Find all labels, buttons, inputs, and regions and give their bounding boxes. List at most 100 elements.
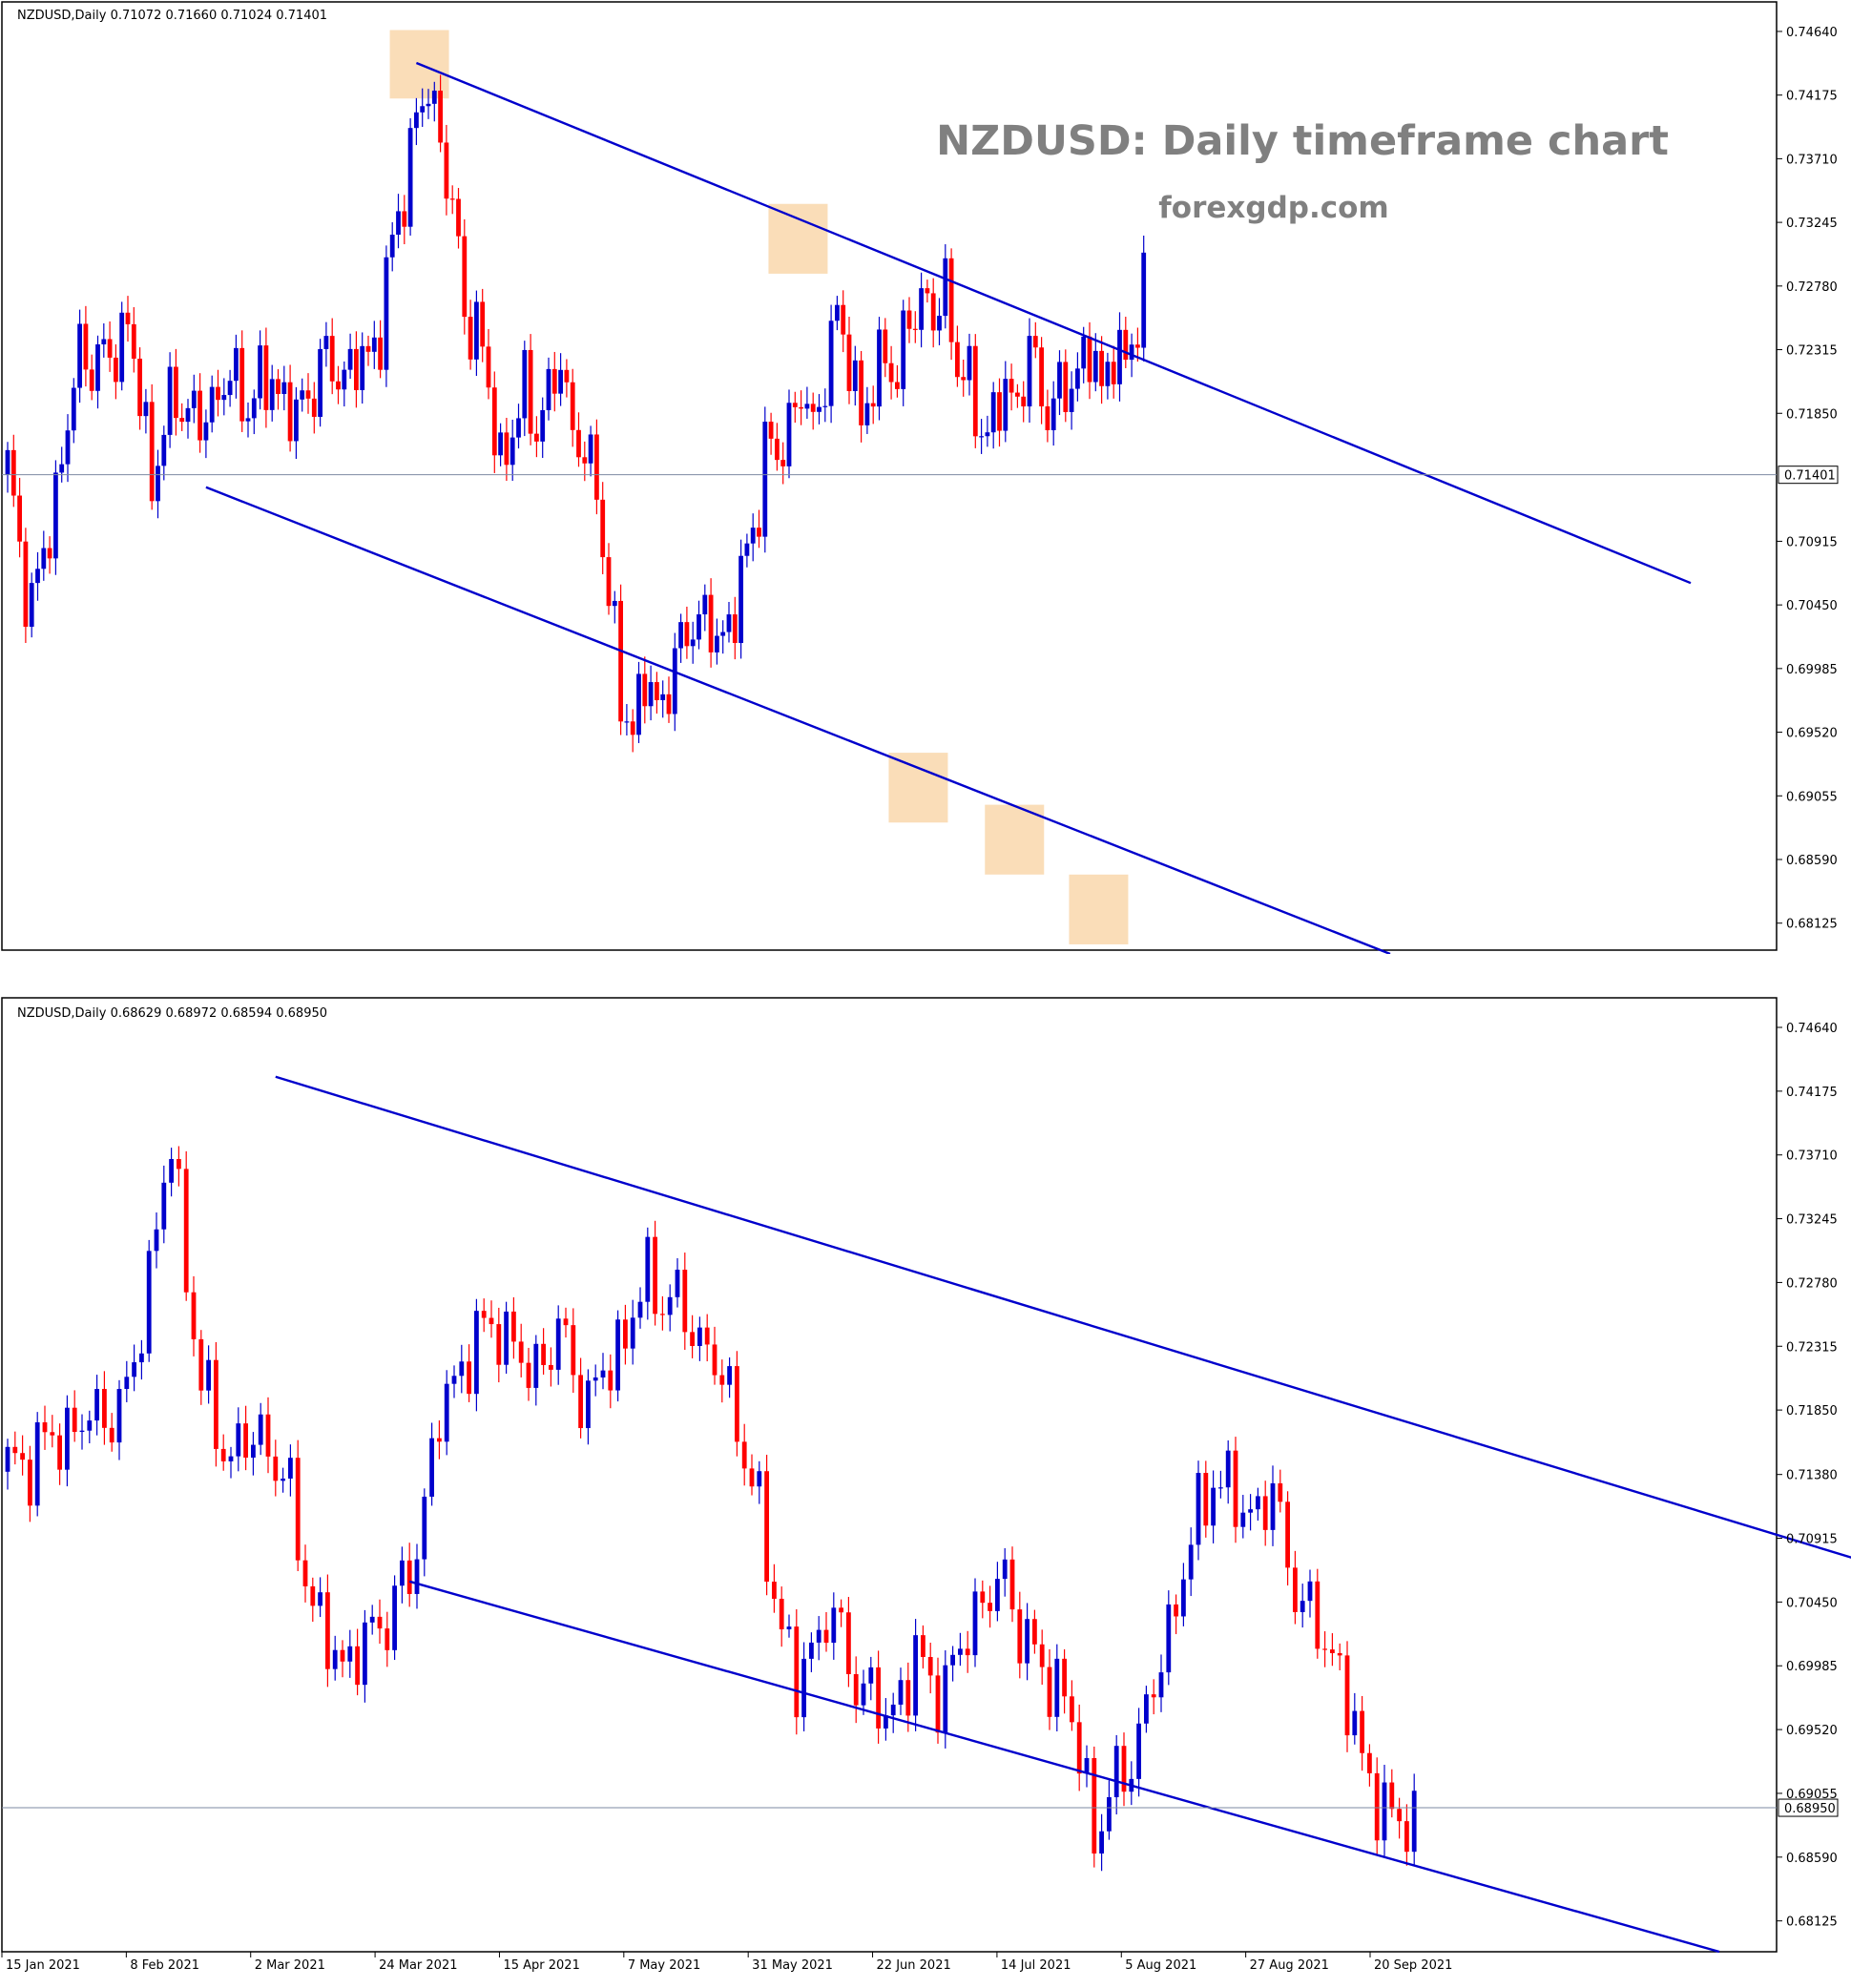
candle-body xyxy=(504,432,510,466)
candle xyxy=(682,1253,688,1351)
candle xyxy=(87,1410,93,1443)
candle xyxy=(384,245,389,387)
candle-body xyxy=(1141,252,1147,348)
candle-body xyxy=(481,1311,487,1318)
candle xyxy=(342,361,347,407)
candle-body xyxy=(762,422,768,537)
candle xyxy=(1050,381,1056,446)
candle-body xyxy=(451,1376,457,1384)
candle xyxy=(1188,1527,1194,1597)
candle-body xyxy=(258,345,262,399)
candle-body xyxy=(1166,1604,1172,1673)
candle xyxy=(967,333,972,396)
candle-body xyxy=(1307,1581,1313,1602)
candle xyxy=(1240,1495,1246,1539)
candle xyxy=(930,278,936,348)
highlight-boxes xyxy=(389,30,1129,944)
candle-body xyxy=(347,1646,353,1662)
candle-body xyxy=(1203,1473,1209,1526)
candle-body xyxy=(1015,392,1020,397)
candle-body xyxy=(667,1296,673,1315)
candle xyxy=(203,409,209,459)
candle-body xyxy=(1099,350,1104,386)
candle-body xyxy=(990,392,996,433)
candle-body xyxy=(642,673,648,707)
candle-body xyxy=(546,368,551,410)
candle-body xyxy=(925,288,930,294)
candle xyxy=(143,388,149,434)
candle-body xyxy=(1188,1544,1194,1580)
candle-body xyxy=(618,600,623,722)
candle-body xyxy=(1076,1722,1082,1774)
candle xyxy=(336,365,341,404)
candle-body xyxy=(47,548,52,559)
candle-body xyxy=(750,528,756,544)
candle xyxy=(779,1586,784,1647)
candle xyxy=(660,1295,665,1331)
candle-body xyxy=(354,348,359,390)
candle-body xyxy=(1196,1473,1201,1545)
candle-body xyxy=(801,1658,806,1718)
candle xyxy=(302,1544,308,1603)
candle-body xyxy=(329,336,335,382)
candle-body xyxy=(1211,1487,1216,1526)
chart-panel-bottom: 0.68950 0.74640 0.74175 0.73710 0.73245 0.727… xyxy=(0,992,1851,1984)
candle xyxy=(444,124,449,216)
candle xyxy=(888,345,894,400)
candle xyxy=(114,343,118,400)
candle xyxy=(1105,352,1111,400)
candle xyxy=(965,1630,970,1673)
candle-body xyxy=(1315,1581,1321,1649)
candle-body xyxy=(1092,350,1098,383)
candle xyxy=(5,1439,10,1490)
candle-body xyxy=(1411,1791,1417,1853)
y-tick-label: 0.69520 xyxy=(1786,727,1838,741)
candle xyxy=(1293,1550,1298,1625)
candle xyxy=(678,613,683,663)
candle xyxy=(1087,321,1092,400)
candle-body xyxy=(794,1626,800,1718)
candle xyxy=(1158,1654,1164,1712)
candle xyxy=(12,1431,18,1465)
candle-body xyxy=(220,1448,226,1461)
candle xyxy=(288,1444,293,1497)
candle-body xyxy=(420,106,426,113)
candle-body xyxy=(221,395,227,401)
candle-body xyxy=(744,543,750,556)
candle-body xyxy=(606,557,612,607)
x-tick-label: 7 May 2021 xyxy=(628,1958,701,1973)
candle xyxy=(1397,1797,1402,1839)
candle xyxy=(365,335,371,366)
candle-body xyxy=(325,1592,330,1669)
candle-body xyxy=(34,1422,40,1506)
y-tick-label: 0.72780 xyxy=(1786,280,1838,295)
candle xyxy=(1076,1704,1082,1791)
candle xyxy=(444,1370,449,1456)
candle-body xyxy=(1003,379,1009,431)
candle-body xyxy=(653,1236,657,1315)
candle xyxy=(1141,236,1147,362)
candle xyxy=(154,1212,159,1269)
candle-body xyxy=(1352,1710,1358,1736)
candle xyxy=(1278,1469,1283,1513)
candle-body xyxy=(101,339,107,344)
candle-body xyxy=(841,304,846,335)
candle-body xyxy=(1262,1496,1268,1530)
candle xyxy=(697,1316,702,1361)
candle-body xyxy=(265,1414,271,1457)
candle xyxy=(94,1375,99,1436)
candle-body xyxy=(281,382,287,395)
candle xyxy=(258,330,262,410)
candle-body xyxy=(342,369,347,390)
candle xyxy=(1285,1491,1290,1586)
candle xyxy=(518,1323,524,1377)
candle-body xyxy=(1256,1496,1260,1510)
candle xyxy=(870,385,876,425)
candle-body xyxy=(660,694,666,700)
candle xyxy=(265,1397,271,1474)
candle xyxy=(637,1287,643,1329)
candle xyxy=(586,1369,591,1445)
candle xyxy=(921,1625,926,1669)
candle xyxy=(715,618,719,665)
candle xyxy=(402,195,407,245)
